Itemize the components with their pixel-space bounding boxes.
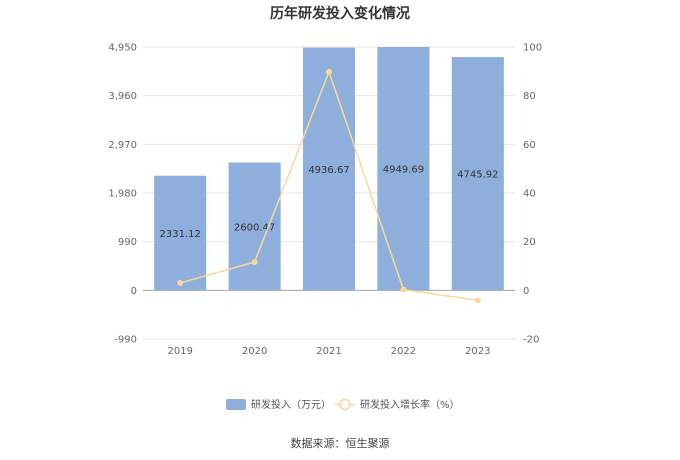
y-right-tick-label: -20: [523, 335, 539, 346]
x-tick-label: 2020: [242, 346, 267, 357]
line-series: [177, 68, 481, 304]
bar-value-label: 4745.92: [457, 170, 498, 181]
legend-label-bar[interactable]: 研发投入（万元）: [251, 398, 331, 411]
y-right-tick-label: 100: [523, 43, 542, 54]
legend[interactable]: 研发投入（万元） 研发投入增长率（%）: [226, 398, 460, 411]
x-axis: 2019 2020 2021 2022 2023: [143, 289, 515, 357]
data-source: 数据来源：恒生聚源: [291, 436, 390, 450]
x-tick-label: 2022: [391, 346, 416, 357]
y-left-tick-label: 1,980: [108, 189, 137, 200]
y-left-tick-label: 4,950: [108, 43, 137, 54]
bar-labels: 2331.12 2600.47 4936.67 4949.69 4745.92: [160, 165, 499, 240]
bar[interactable]: [451, 57, 504, 291]
y-right-tick-label: 40: [523, 189, 536, 200]
line-point[interactable]: [474, 297, 481, 304]
bar[interactable]: [377, 47, 430, 291]
x-tick-label: 2023: [465, 346, 490, 357]
y-left-tick-label: 990: [118, 237, 137, 248]
line-point[interactable]: [177, 280, 184, 287]
line-point[interactable]: [400, 286, 407, 293]
chart-title: 历年研发投入变化情况: [270, 5, 410, 22]
y-left-tick-label: 3,960: [108, 91, 137, 102]
y-left-tick-label: -990: [114, 335, 137, 346]
legend-swatch-bar: [226, 399, 246, 410]
line-point[interactable]: [251, 259, 258, 266]
bar-value-label: 4949.69: [383, 165, 424, 176]
bar-series: [154, 47, 504, 291]
bar-value-label: 4936.67: [308, 165, 349, 176]
y-right-tick-label: 60: [523, 140, 536, 151]
y-left-axis: 4,950 3,960 2,970 1,980 990 0 -990: [108, 43, 137, 346]
y-right-tick-label: 80: [523, 91, 536, 102]
legend-swatch-marker: [339, 398, 351, 411]
y-left-tick-label: 2,970: [108, 140, 137, 151]
line-point[interactable]: [326, 68, 332, 75]
bar-value-label: 2331.12: [160, 229, 201, 240]
bar[interactable]: [154, 175, 207, 291]
y-right-tick-label: 0: [523, 286, 529, 297]
x-tick-label: 2021: [316, 346, 341, 357]
bar[interactable]: [228, 162, 281, 291]
legend-label-line[interactable]: 研发投入增长率（%）: [360, 398, 460, 411]
bar-value-label: 2600.47: [234, 222, 275, 233]
y-right-axis: 100 80 60 40 20 0 -20: [523, 43, 542, 346]
x-tick-label: 2019: [167, 346, 192, 357]
y-left-tick-label: 0: [131, 286, 137, 297]
bar[interactable]: [302, 47, 356, 291]
y-right-tick-label: 20: [523, 237, 536, 248]
